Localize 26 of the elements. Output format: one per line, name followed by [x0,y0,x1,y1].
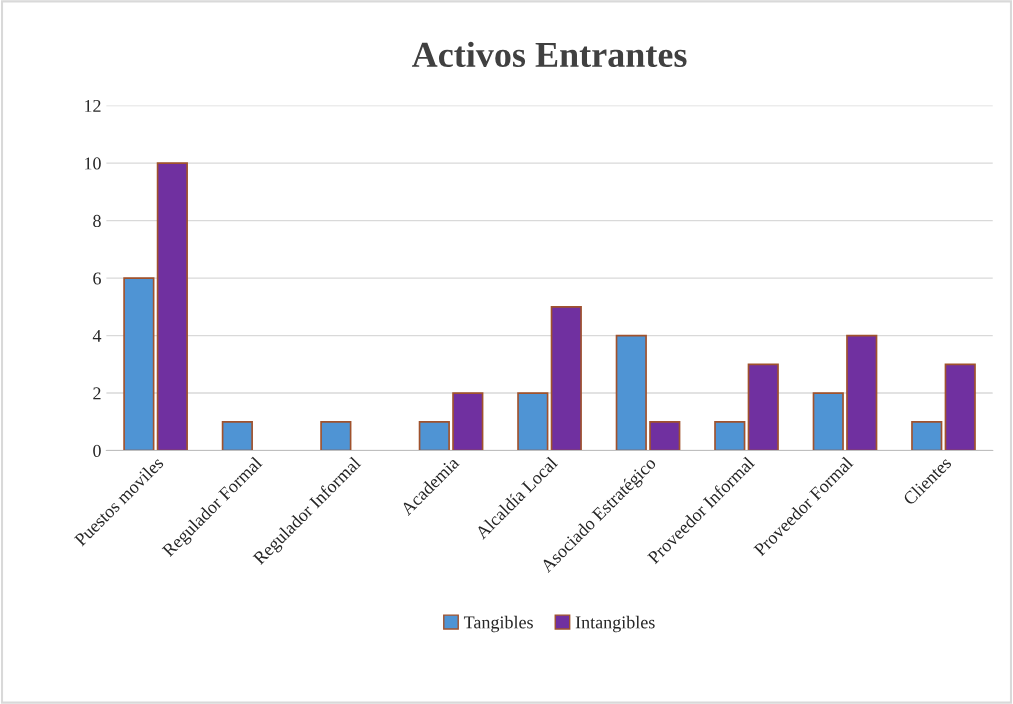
bar [714,420,746,451]
bar [944,363,976,451]
bar [911,420,943,451]
bar [812,392,844,451]
bar [156,162,188,451]
bar [320,420,352,451]
chart-title: Activos Entrantes [411,41,687,68]
y-tick-label: 6 [93,272,101,285]
y-tick-label: 10 [85,157,101,170]
y-tick-label: 0 [93,444,101,457]
y-tick-label: 2 [93,387,101,400]
bar [550,305,582,451]
bar [615,334,647,451]
bar [846,334,878,451]
legend-label: Intangibles [575,615,655,633]
y-tick-label: 12 [85,99,101,112]
y-tick-label: 4 [92,329,102,342]
bar [517,392,549,451]
bar [747,363,779,451]
bar [123,277,155,451]
bar [221,420,253,451]
bar [418,420,450,451]
bar [452,392,484,451]
y-tick-label: 8 [93,214,101,228]
bar [649,420,681,451]
legend-label: Tangibles [463,615,533,633]
